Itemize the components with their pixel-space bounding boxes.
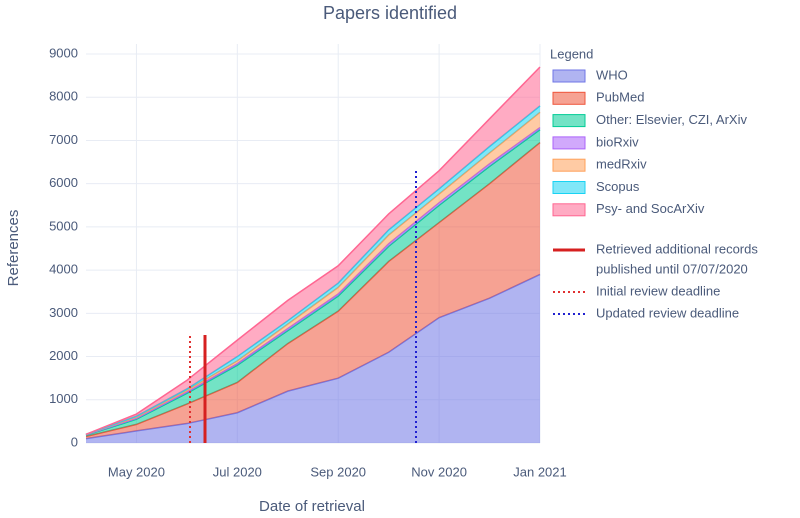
area-line [85,66,541,436]
legend-label: Retrieved additional records [596,241,758,256]
legend-swatch [552,181,586,194]
x-tick-label: Jul 2020 [213,464,262,479]
legend-swatch [552,203,586,217]
legend-label: medRxiv [596,157,647,172]
legend-swatch [552,91,586,105]
chart-title: Papers identified [323,3,457,23]
x-tick-label: May 2020 [108,464,165,479]
y-tick-label: 6000 [49,175,78,190]
x-tick-label: Jan 2021 [513,464,567,479]
x-tick-label: Sep 2020 [310,464,366,479]
legend-label: WHO [596,67,628,82]
plot-area [85,44,541,444]
y-tick-label: 1000 [49,391,78,406]
legend-label: Scopus [596,179,640,194]
y-tick-label: 4000 [49,262,78,277]
legend-title: Legend [550,46,593,61]
legend-swatch [552,69,586,83]
reference-lines [189,170,417,443]
legend-label: Psy- and SocArXiv [596,201,705,216]
legend-label: Other: Elsevier, CZI, ArXiv [596,112,747,127]
legend-label: bioRxiv [596,134,639,149]
legend-swatch [552,114,586,128]
area-line [85,111,541,436]
y-tick-label: 8000 [49,89,78,104]
y-tick-label: 3000 [49,305,78,320]
x-axis-title: Date of retrieval [259,498,365,515]
y-tick-label: 0 [71,434,78,449]
area-fill [86,142,540,439]
y-tick-label: 7000 [49,132,78,147]
y-tick-label: 9000 [49,45,78,60]
area-fill [86,274,540,443]
y-tick-label: 5000 [49,218,78,233]
legend-label: published until 07/07/2020 [596,261,748,276]
x-tick-label: Nov 2020 [411,464,467,479]
legend-label: Initial review deadline [596,283,720,298]
y-axis-title: References [5,210,22,287]
legend-label: PubMed [596,90,644,105]
y-tick-label: 2000 [49,348,78,363]
legend-swatch [552,158,586,172]
legend-swatch [552,136,586,150]
legend-label: Updated review deadline [596,305,739,320]
